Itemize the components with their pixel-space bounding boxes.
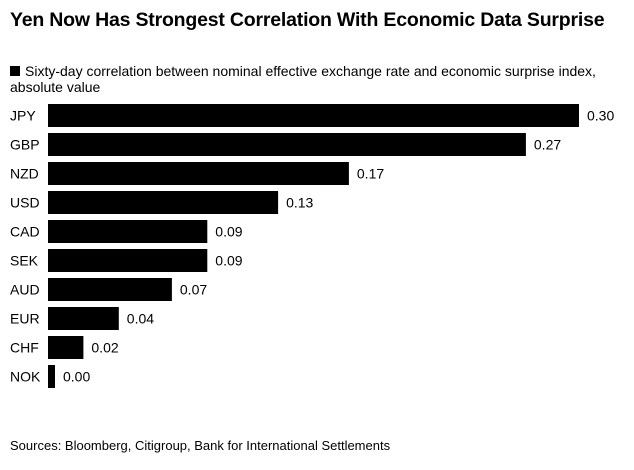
value-label-aud: 0.07 <box>180 282 207 298</box>
bar-usd <box>48 191 279 214</box>
category-label-cad: CAD <box>10 224 40 240</box>
value-label-gbp: 0.27 <box>534 137 561 153</box>
legend-swatch <box>10 66 20 76</box>
source-note: Sources: Bloomberg, Citigroup, Bank for … <box>10 438 391 453</box>
bar-chart: JPY 0.30 GBP 0.27 NZD 0.17 USD 0.13 CAD 0.09 SEK 0.… <box>10 104 614 388</box>
bar-chf <box>48 336 84 359</box>
bars-layer: JPY 0.30 GBP 0.27 NZD 0.17 USD 0.13 CAD 0.09 SEK 0.… <box>10 104 614 388</box>
category-label-jpy: JPY <box>10 108 36 124</box>
bar-nzd <box>48 162 349 185</box>
value-label-nok: 0.00 <box>63 369 90 385</box>
value-label-sek: 0.09 <box>215 253 242 269</box>
value-label-usd: 0.13 <box>286 195 313 211</box>
category-label-sek: SEK <box>10 253 39 269</box>
bar-gbp <box>48 133 526 156</box>
bar-cad <box>48 220 208 243</box>
value-label-eur: 0.04 <box>127 311 154 327</box>
value-label-cad: 0.09 <box>215 224 242 240</box>
bar-nok <box>48 365 55 388</box>
value-label-jpy: 0.30 <box>587 108 614 124</box>
chart-title: Yen Now Has Strongest Correlation With E… <box>10 9 605 31</box>
bar-jpy <box>48 104 579 127</box>
bar-aud <box>48 278 172 301</box>
category-label-nzd: NZD <box>10 166 39 182</box>
chart-legend: Sixty-day correlation between nominal ef… <box>10 63 630 95</box>
category-label-nok: NOK <box>10 369 41 385</box>
value-label-chf: 0.02 <box>91 340 118 356</box>
category-label-chf: CHF <box>10 340 39 356</box>
category-label-usd: USD <box>10 195 40 211</box>
bar-sek <box>48 249 208 272</box>
category-label-aud: AUD <box>10 282 40 298</box>
value-label-nzd: 0.17 <box>357 166 384 182</box>
category-label-eur: EUR <box>10 311 40 327</box>
category-label-gbp: GBP <box>10 137 40 153</box>
legend-label: Sixty-day correlation between nominal ef… <box>10 63 596 95</box>
bar-eur <box>48 307 119 330</box>
